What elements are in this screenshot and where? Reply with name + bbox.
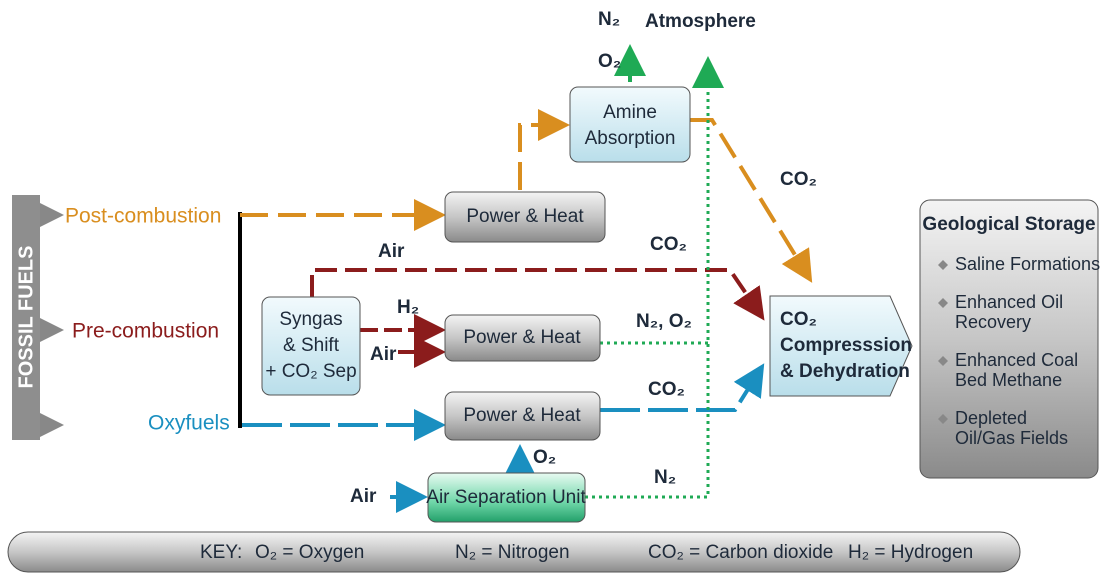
- storage-item: Bed Methane: [955, 370, 1062, 390]
- node-box: [569, 86, 691, 163]
- key: KEY: O₂ = Oxygen N₂ = Nitrogen CO₂ = Carbon…: [200, 542, 973, 563]
- source-label: Post-combustion: [65, 205, 221, 228]
- node-label: Power & Heat: [463, 327, 581, 348]
- flow-labels: N₂ O₂ Atmosphere CO₂ Air CO₂ H₂ Air N₂, …: [350, 9, 817, 507]
- node-box: [427, 472, 586, 523]
- storage-item: Enhanced Coal: [955, 350, 1078, 370]
- fuel-arrows: [40, 203, 64, 437]
- sidebar-label: FOSSIL FUELS: [15, 246, 37, 389]
- storage-item: Recovery: [955, 312, 1031, 332]
- key-item: N₂ = Nitrogen: [455, 542, 570, 563]
- source-label: Oxyfuels: [148, 412, 230, 435]
- node-label: Amine: [603, 102, 657, 123]
- node-label: & Dehydration: [780, 361, 910, 382]
- node-label: Syngas: [279, 309, 342, 330]
- node-label: & Shift: [283, 335, 340, 356]
- node-label: Compresssion: [780, 335, 912, 356]
- key-item: O₂ = Oxygen: [255, 542, 364, 563]
- flow-label: O₂: [598, 51, 621, 72]
- node-label: Power & Heat: [463, 405, 581, 426]
- fuel-bar: [12, 195, 40, 440]
- flow-label: Air: [370, 344, 397, 365]
- flow-label: Air: [378, 241, 405, 262]
- flow-label: N₂: [654, 467, 676, 488]
- storage-item: Enhanced Oil: [955, 292, 1063, 312]
- flow-label: H₂: [397, 297, 419, 318]
- node-box: [769, 295, 913, 397]
- bullet: [938, 298, 948, 308]
- storage-item: Depleted: [955, 408, 1027, 428]
- flows: [240, 44, 813, 513]
- flow-label: N₂, O₂: [636, 311, 692, 332]
- node-label: Air Separation Unit: [426, 487, 586, 508]
- node-box: [444, 191, 606, 243]
- storage-title: Geological Storage: [922, 214, 1095, 235]
- flow-label: CO₂: [650, 234, 687, 255]
- bullet: [938, 414, 948, 424]
- flow-label: CO₂: [780, 169, 817, 190]
- node-label: Absorption: [585, 128, 676, 149]
- node-label: CO₂: [780, 309, 817, 330]
- storage-item: Oil/Gas Fields: [955, 428, 1068, 448]
- storage-item: Saline Formations: [955, 254, 1100, 274]
- flow-label: Atmosphere: [645, 11, 756, 32]
- storage-box: [919, 199, 1099, 479]
- key-item: KEY:: [200, 542, 242, 563]
- flow-label: N₂: [598, 9, 620, 30]
- bullet: [938, 356, 948, 366]
- node-box: [444, 391, 601, 441]
- bullet: [938, 260, 948, 270]
- key-item: H₂ = Hydrogen: [848, 542, 973, 563]
- flow-label: O₂: [533, 447, 556, 468]
- node-label: + CO₂ Sep: [265, 361, 356, 382]
- flow-label: CO₂: [648, 379, 685, 400]
- node-box: [261, 296, 361, 396]
- node-box: [444, 314, 601, 362]
- node-label: Power & Heat: [466, 206, 584, 227]
- key-bar: [7, 531, 1021, 573]
- flow-label: Air: [350, 486, 377, 507]
- key-item: CO₂ = Carbon dioxide: [648, 542, 833, 563]
- source-label: Pre-combustion: [72, 320, 219, 343]
